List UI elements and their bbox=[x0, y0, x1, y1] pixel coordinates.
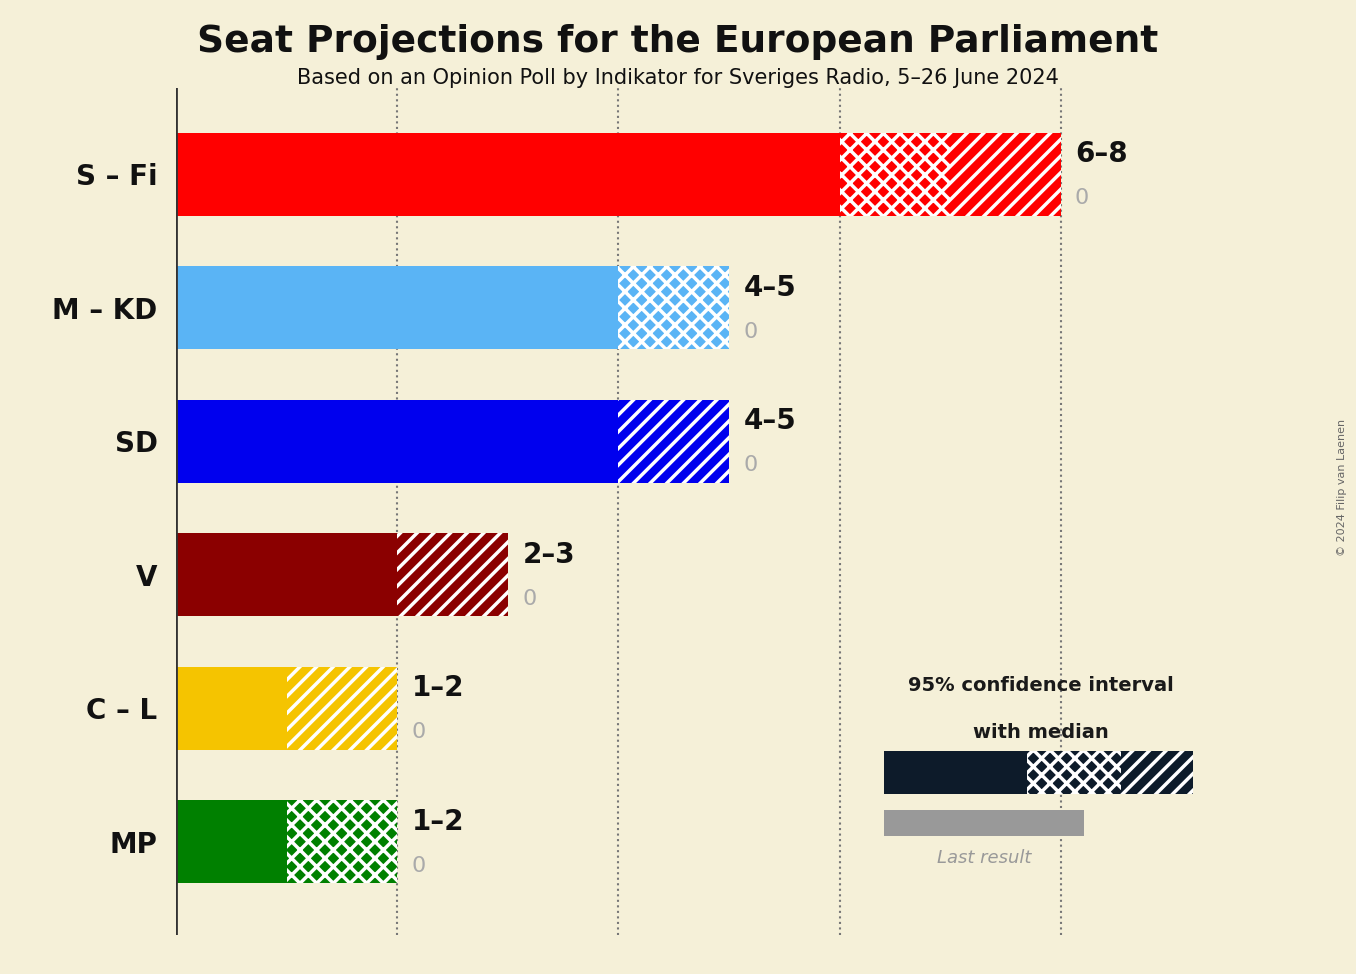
Text: 4–5: 4–5 bbox=[743, 274, 796, 302]
FancyBboxPatch shape bbox=[839, 133, 951, 216]
FancyBboxPatch shape bbox=[884, 751, 1028, 794]
FancyBboxPatch shape bbox=[176, 267, 618, 350]
Text: 0: 0 bbox=[412, 722, 426, 742]
Text: 1–2: 1–2 bbox=[412, 807, 464, 836]
FancyBboxPatch shape bbox=[287, 801, 397, 883]
Text: 95% confidence interval: 95% confidence interval bbox=[909, 676, 1174, 694]
FancyBboxPatch shape bbox=[287, 667, 397, 750]
Text: 1–2: 1–2 bbox=[412, 674, 464, 702]
Text: 0: 0 bbox=[522, 588, 537, 609]
Text: 2–3: 2–3 bbox=[522, 541, 575, 569]
Text: Last result: Last result bbox=[937, 849, 1031, 867]
Text: 6–8: 6–8 bbox=[1075, 140, 1128, 169]
FancyBboxPatch shape bbox=[176, 667, 287, 750]
FancyBboxPatch shape bbox=[951, 133, 1060, 216]
FancyBboxPatch shape bbox=[618, 267, 730, 350]
Text: Seat Projections for the European Parliament: Seat Projections for the European Parlia… bbox=[198, 24, 1158, 60]
Text: 0: 0 bbox=[412, 855, 426, 876]
FancyBboxPatch shape bbox=[176, 133, 839, 216]
FancyBboxPatch shape bbox=[176, 534, 397, 617]
Text: 0: 0 bbox=[743, 455, 758, 475]
FancyBboxPatch shape bbox=[1121, 751, 1199, 794]
FancyBboxPatch shape bbox=[884, 810, 1083, 836]
FancyBboxPatch shape bbox=[176, 400, 618, 483]
Text: 0: 0 bbox=[1075, 188, 1089, 208]
Text: 4–5: 4–5 bbox=[743, 407, 796, 435]
FancyBboxPatch shape bbox=[1028, 751, 1121, 794]
FancyBboxPatch shape bbox=[397, 534, 508, 617]
Text: © 2024 Filip van Laenen: © 2024 Filip van Laenen bbox=[1337, 419, 1347, 555]
Text: 0: 0 bbox=[743, 321, 758, 342]
FancyBboxPatch shape bbox=[176, 801, 287, 883]
Text: with median: with median bbox=[974, 723, 1109, 741]
Text: Based on an Opinion Poll by Indikator for Sveriges Radio, 5–26 June 2024: Based on an Opinion Poll by Indikator fo… bbox=[297, 68, 1059, 89]
FancyBboxPatch shape bbox=[618, 400, 730, 483]
